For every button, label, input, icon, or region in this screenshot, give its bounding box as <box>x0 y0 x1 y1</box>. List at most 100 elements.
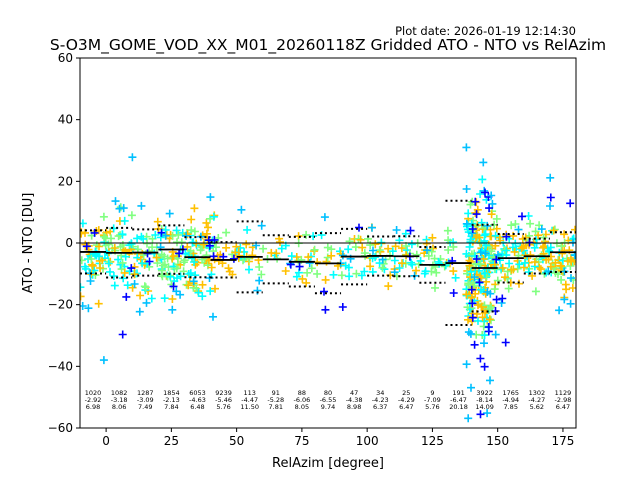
scatter-point <box>310 245 319 254</box>
scatter-point <box>236 243 245 252</box>
scatter-point <box>222 243 231 252</box>
scatter-point <box>557 275 566 284</box>
bin-stat-sd: 7.49 <box>138 403 152 411</box>
scatter-point <box>412 250 421 259</box>
scatter-point <box>356 235 365 244</box>
scatter-point <box>462 290 471 299</box>
bin-stat-mean: -6.47 <box>450 396 467 404</box>
scatter-point <box>392 226 401 234</box>
scatter-point <box>169 282 178 291</box>
bin-stat-count: 25 <box>402 389 410 397</box>
bin-stat-count: 1020 <box>85 389 102 397</box>
scatter-point <box>464 414 473 423</box>
scatter-point <box>530 243 539 252</box>
scatter-point <box>432 268 441 277</box>
y-tick-label: 40 <box>58 113 73 127</box>
scatter-point <box>313 269 322 278</box>
bin-stat-mean: -7.09 <box>424 396 441 404</box>
scatter-point <box>481 230 490 238</box>
scatter-point <box>480 339 488 348</box>
scatter-point <box>474 301 482 310</box>
scatter-point <box>397 244 406 253</box>
scatter-point <box>198 231 207 240</box>
scatter-point <box>190 227 199 236</box>
scatter-point <box>535 263 544 272</box>
scatter-point <box>127 264 136 273</box>
scatter-point <box>431 283 439 292</box>
scatter-point <box>369 246 377 255</box>
scatter-point <box>161 231 170 240</box>
scatter-point <box>486 289 495 298</box>
scatter-point <box>406 226 415 235</box>
scatter-point <box>467 285 476 294</box>
scatter-point <box>485 204 494 213</box>
scatter-point <box>531 227 540 236</box>
scatter-point <box>341 261 350 270</box>
scatter-point <box>259 244 268 253</box>
bin-stat-sd: 6.47 <box>399 403 413 411</box>
y-axis-ticks: −60 −40 −20 0 20 40 60 <box>48 51 80 435</box>
x-tick-label: 175 <box>551 434 574 448</box>
scatter-point <box>501 273 509 282</box>
scatter-point <box>94 299 103 308</box>
scatter-point <box>183 230 192 239</box>
bin-stat-mean: -6.55 <box>320 396 337 404</box>
scatter-point <box>416 256 425 265</box>
scatter-point <box>420 269 429 278</box>
scatter-point <box>546 193 555 202</box>
scatter-point <box>130 280 139 288</box>
scatter-point <box>137 201 146 210</box>
bin-stat-sd: 20.18 <box>449 403 468 411</box>
bin-stat-count: 3922 <box>476 389 493 397</box>
scatter-point <box>518 212 526 221</box>
scatter-point <box>539 233 548 242</box>
scatter-point <box>477 285 485 294</box>
scatter-point <box>514 225 523 234</box>
scatter-point <box>307 264 316 273</box>
scatter-point <box>449 242 458 251</box>
bin-stat-sd: 8.05 <box>295 403 309 411</box>
scatter-point <box>481 188 489 197</box>
scatter-point <box>484 323 493 331</box>
y-tick-label: −20 <box>48 298 73 312</box>
chart-title: S-O3M_GOME_VOD_XX_M01_20260118Z Gridded … <box>50 36 606 55</box>
scatter-point <box>479 158 488 167</box>
scatter-point <box>248 251 257 260</box>
scatter-point <box>110 281 119 290</box>
scatter-point <box>110 244 119 252</box>
scatter-point <box>166 272 175 281</box>
scatter-point <box>464 328 473 337</box>
scatter-point <box>478 175 487 184</box>
bin-means <box>80 248 576 269</box>
scatter-point <box>209 212 218 221</box>
bin-stats-annotations: 1020-2.926.98 1082-3.188.06 1287-3.097.49 1… <box>85 389 572 411</box>
y-tick-label: 60 <box>58 51 73 65</box>
bin-stat-sd: 6.48 <box>190 403 204 411</box>
scatter-point <box>412 266 420 275</box>
scatter-point <box>321 305 330 314</box>
scatter-point <box>555 306 564 315</box>
scatter-point <box>184 281 193 290</box>
scatter-point <box>471 197 480 206</box>
scatter-point <box>147 294 156 303</box>
x-axis-label: RelAzim [degree] <box>272 456 384 471</box>
scatter-point <box>472 330 481 339</box>
bin-stat-mean: -8.14 <box>476 396 493 404</box>
bin-stat-sd: 11.50 <box>240 403 259 411</box>
scatter-point <box>566 199 575 208</box>
scatter-point <box>510 247 519 256</box>
scatter-point <box>109 272 118 280</box>
scatter-point <box>355 223 363 232</box>
scatter-point <box>495 233 504 242</box>
scatter-point <box>141 283 150 292</box>
scatter-point <box>519 242 528 251</box>
bin-stat-sd: 7.85 <box>503 403 517 411</box>
scatter-point <box>492 295 501 304</box>
scatter-point <box>358 243 367 252</box>
scatter-point <box>320 287 328 296</box>
scatter-point <box>186 246 195 255</box>
scatter-point <box>157 266 166 275</box>
scatter-point <box>503 267 512 276</box>
scatter-point <box>338 251 347 260</box>
scatter-point <box>337 271 346 280</box>
